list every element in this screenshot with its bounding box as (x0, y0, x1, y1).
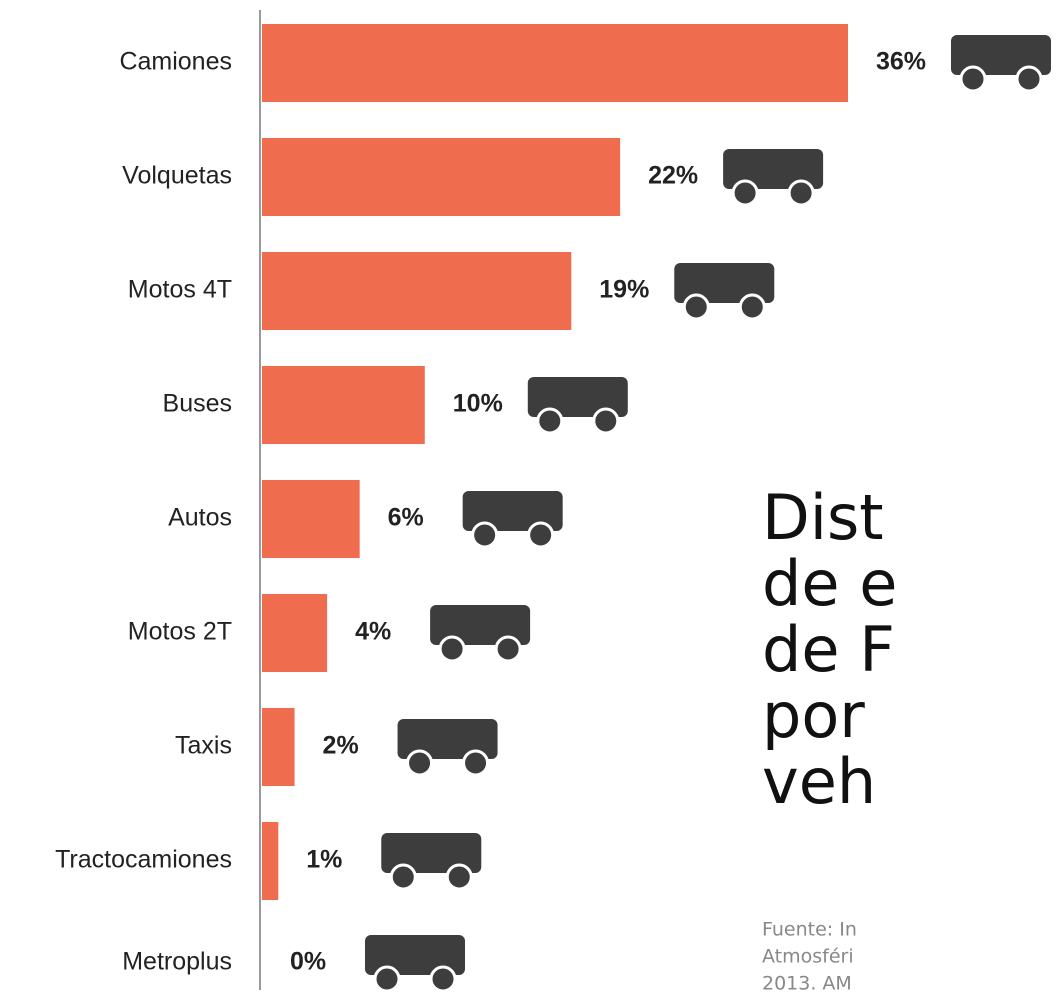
vehicle-icon (462, 491, 563, 549)
icon-body (674, 263, 775, 303)
category-label: Metroplus (122, 948, 232, 976)
icon-wheel (527, 521, 555, 549)
value-label: 22% (648, 162, 698, 190)
vehicle-icon (430, 605, 531, 663)
bar (262, 594, 328, 672)
category-label: Motos 2T (128, 618, 232, 646)
icon-body (430, 605, 531, 645)
value-label: 19% (599, 276, 649, 304)
category-label: Camiones (119, 48, 232, 76)
vehicle-icon (365, 935, 465, 993)
icon-wheel (1015, 65, 1043, 93)
icon-wheel (536, 407, 564, 435)
title-line: de e (762, 547, 897, 620)
icon-wheel (373, 965, 401, 993)
icon-wheel (406, 749, 434, 777)
vehicle-icon (381, 833, 482, 891)
icon-wheel (494, 635, 522, 663)
bar (262, 24, 848, 102)
value-label: 1% (306, 846, 342, 874)
icon-body (527, 377, 628, 417)
value-label: 6% (388, 504, 424, 532)
icon-body (951, 35, 1051, 75)
source-line: Atmosféri (762, 946, 854, 968)
category-label: Tractocamiones (55, 846, 232, 874)
title-line: Dist (762, 481, 884, 554)
icon-wheel (738, 293, 766, 321)
category-label: Taxis (175, 732, 232, 760)
value-label: 36% (876, 48, 926, 76)
vehicle-icon (674, 263, 775, 321)
title-line: de F (762, 613, 895, 686)
icon-wheel (787, 179, 815, 207)
value-label: 4% (355, 618, 391, 646)
bar (262, 252, 572, 330)
bar (262, 708, 295, 786)
category-label: Buses (163, 390, 232, 418)
icon-wheel (389, 863, 417, 891)
icon-body (462, 491, 563, 531)
vehicle-icon (951, 35, 1051, 93)
icon-wheel (429, 965, 457, 993)
title-line: veh (762, 745, 876, 818)
value-label: 10% (453, 390, 503, 418)
category-label: Motos 4T (128, 276, 232, 304)
icon-wheel (959, 65, 987, 93)
icon-body (723, 149, 824, 189)
vehicle-icon (397, 719, 498, 777)
value-label: 0% (290, 948, 326, 976)
value-label: 2% (323, 732, 359, 760)
icon-body (397, 719, 498, 759)
source-line: 2013. AM (762, 973, 852, 995)
bar (262, 138, 621, 216)
icon-body (381, 833, 482, 873)
vehicle-icon (723, 149, 824, 207)
icon-wheel (471, 521, 499, 549)
bar (262, 480, 360, 558)
bar (262, 822, 279, 900)
icon-wheel (731, 179, 759, 207)
icon-wheel (445, 863, 473, 891)
bar (262, 366, 425, 444)
icon-body (365, 935, 465, 975)
icon-wheel (682, 293, 710, 321)
category-label: Autos (168, 504, 232, 532)
category-label: Volquetas (122, 162, 232, 190)
icon-wheel (438, 635, 466, 663)
icon-wheel (592, 407, 620, 435)
title-line: por (762, 679, 865, 752)
source-line: Fuente: In (762, 919, 857, 941)
vehicle-icon (527, 377, 628, 435)
icon-wheel (462, 749, 490, 777)
